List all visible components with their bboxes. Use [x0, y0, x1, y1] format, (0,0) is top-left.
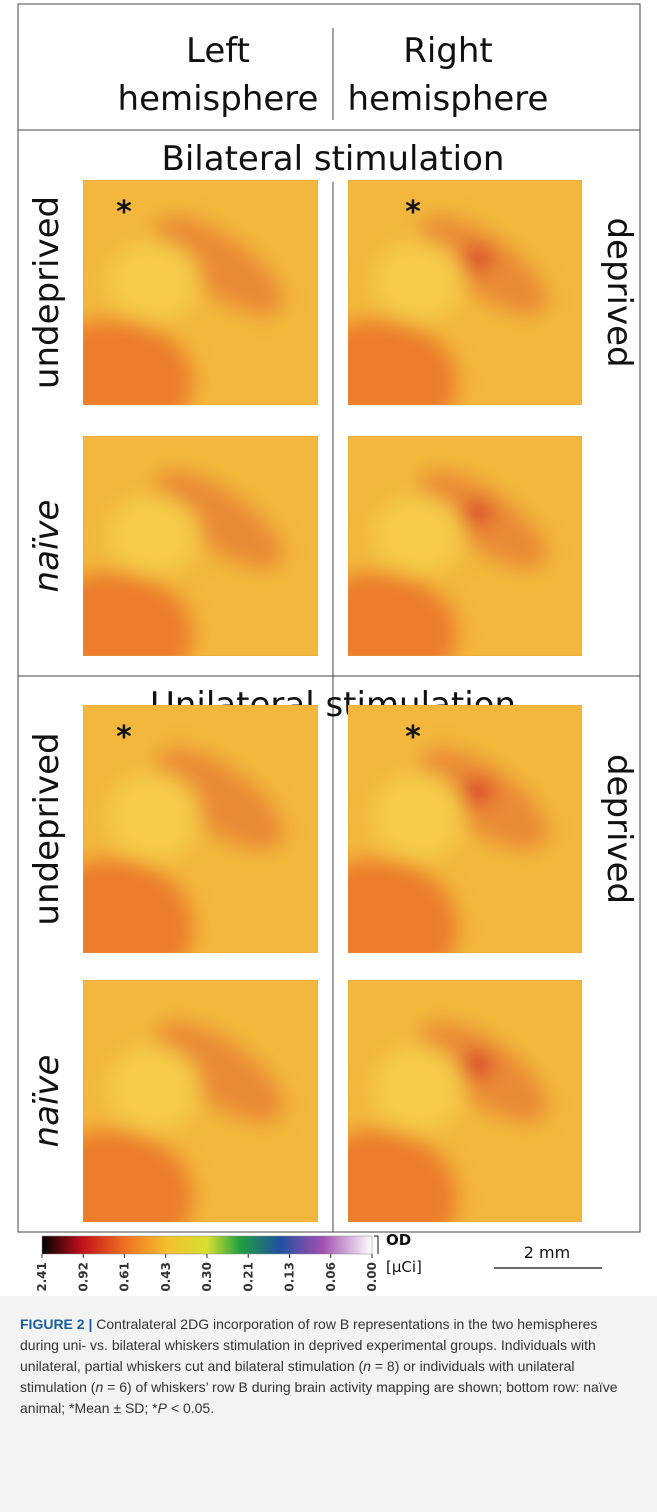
- blob: [348, 858, 458, 953]
- row-label-right: deprived: [599, 217, 639, 367]
- caption-text: Contralateral 2DG incorporation of row B…: [20, 1316, 598, 1374]
- image-blobs: [348, 748, 548, 953]
- blob: [371, 1045, 466, 1133]
- caption-text: P: [157, 1400, 167, 1416]
- blob: [83, 1130, 194, 1222]
- blob: [460, 247, 494, 270]
- image-blobs: [348, 216, 548, 405]
- caption-text: = 8) or individuals with unilateral stim…: [20, 1358, 575, 1395]
- significance-mark: *: [116, 195, 132, 230]
- caption-label: FIGURE 2 |: [20, 1316, 93, 1332]
- autoradiograph: [83, 180, 318, 405]
- autoradiograph: [348, 980, 582, 1222]
- blob: [106, 1045, 201, 1133]
- colorbar-tick-label: 0.21: [241, 1262, 255, 1292]
- autoradiograph: [348, 436, 582, 656]
- colorbar-tick-label: 0.30: [200, 1262, 214, 1292]
- blob: [460, 779, 494, 805]
- header-right: Right: [403, 31, 493, 71]
- row-label-left: naïve: [27, 1055, 67, 1148]
- blob: [106, 495, 201, 575]
- blob: [83, 858, 194, 953]
- blob: [460, 1052, 494, 1077]
- caption: FIGURE 2 | Contralateral 2DG incorporati…: [0, 1296, 657, 1512]
- section-title: Bilateral stimulation: [162, 139, 505, 179]
- image-blobs: [348, 470, 548, 656]
- blob: [348, 319, 458, 405]
- blob: [83, 572, 194, 656]
- blob: [371, 495, 466, 575]
- blob: [348, 572, 458, 656]
- header-left: hemisphere: [118, 79, 319, 119]
- significance-mark: *: [405, 195, 421, 230]
- blob: [348, 1130, 458, 1222]
- colorbar-tick-label: 0.61: [118, 1262, 132, 1292]
- blob: [106, 240, 201, 322]
- scale-bar-label: 2 mm: [524, 1243, 570, 1262]
- header-left: Left: [186, 31, 250, 71]
- blob: [460, 502, 494, 524]
- colorbar-tick-label: 0.13: [283, 1262, 297, 1292]
- autoradiograph: [348, 705, 582, 953]
- colorbar: [41, 1235, 373, 1255]
- colorbar-unit: [μCi]: [386, 1258, 422, 1276]
- blob: [154, 748, 284, 850]
- blob: [106, 771, 201, 862]
- figure: Left hemisphere Right hemisphere Bilater…: [17, 3, 641, 1292]
- image-blobs: [83, 1021, 284, 1222]
- caption-text: = 6) of whiskers’ row B during brain act…: [20, 1379, 618, 1416]
- colorbar-tick-label: 2.41: [35, 1262, 49, 1292]
- row-label-left: undeprived: [27, 196, 67, 389]
- significance-mark: *: [116, 720, 132, 755]
- outer-border: [17, 3, 641, 1233]
- caption-text: < 0.05.: [166, 1400, 215, 1416]
- autoradiograph: [83, 705, 318, 953]
- image-blobs: [83, 748, 284, 953]
- blob: [371, 240, 466, 322]
- autoradiograph: [83, 980, 318, 1222]
- blob: [83, 319, 194, 405]
- row-label-right: deprived: [599, 754, 639, 904]
- image-blobs: [83, 470, 284, 656]
- row-label-left: naïve: [27, 500, 67, 593]
- significance-mark: *: [405, 720, 421, 755]
- blob: [371, 771, 466, 862]
- header-right: hemisphere: [348, 79, 549, 119]
- caption-text: n: [363, 1358, 371, 1374]
- caption-text: n: [95, 1379, 104, 1395]
- blob: [155, 216, 284, 315]
- colorbar-unit: OD: [386, 1231, 411, 1249]
- colorbar-tick-label: 0.92: [76, 1262, 90, 1292]
- image-blobs: [348, 1021, 548, 1222]
- autoradiograph: [83, 436, 318, 656]
- colorbar-tick-label: 0.43: [159, 1262, 173, 1292]
- blob: [155, 470, 284, 569]
- colorbar-tick-label: 0.06: [324, 1262, 338, 1292]
- blob: [155, 1021, 284, 1123]
- autoradiograph: [348, 180, 582, 405]
- image-blobs: [83, 216, 284, 405]
- row-label-left: undeprived: [27, 732, 67, 925]
- colorbar-tick-label: 0.00: [365, 1262, 379, 1292]
